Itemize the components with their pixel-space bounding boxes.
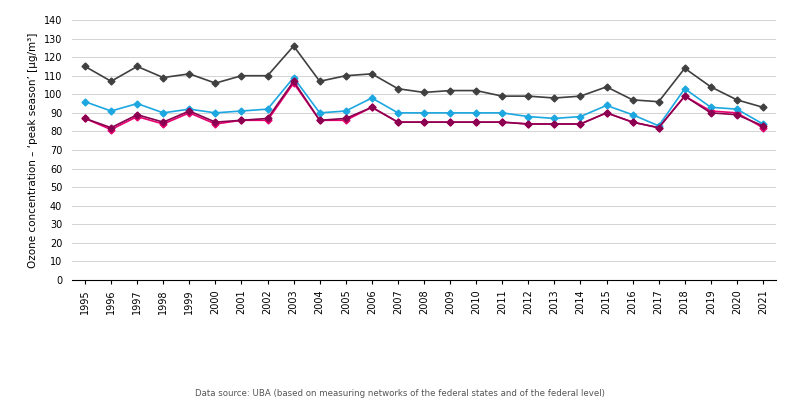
Text: Data source: UBA (based on measuring networks of the federal states and of the f: Data source: UBA (based on measuring net… xyxy=(195,389,605,398)
Y-axis label: Ozone concentration – ‘peak season’ [µg/m³]: Ozone concentration – ‘peak season’ [µg/… xyxy=(28,32,38,268)
